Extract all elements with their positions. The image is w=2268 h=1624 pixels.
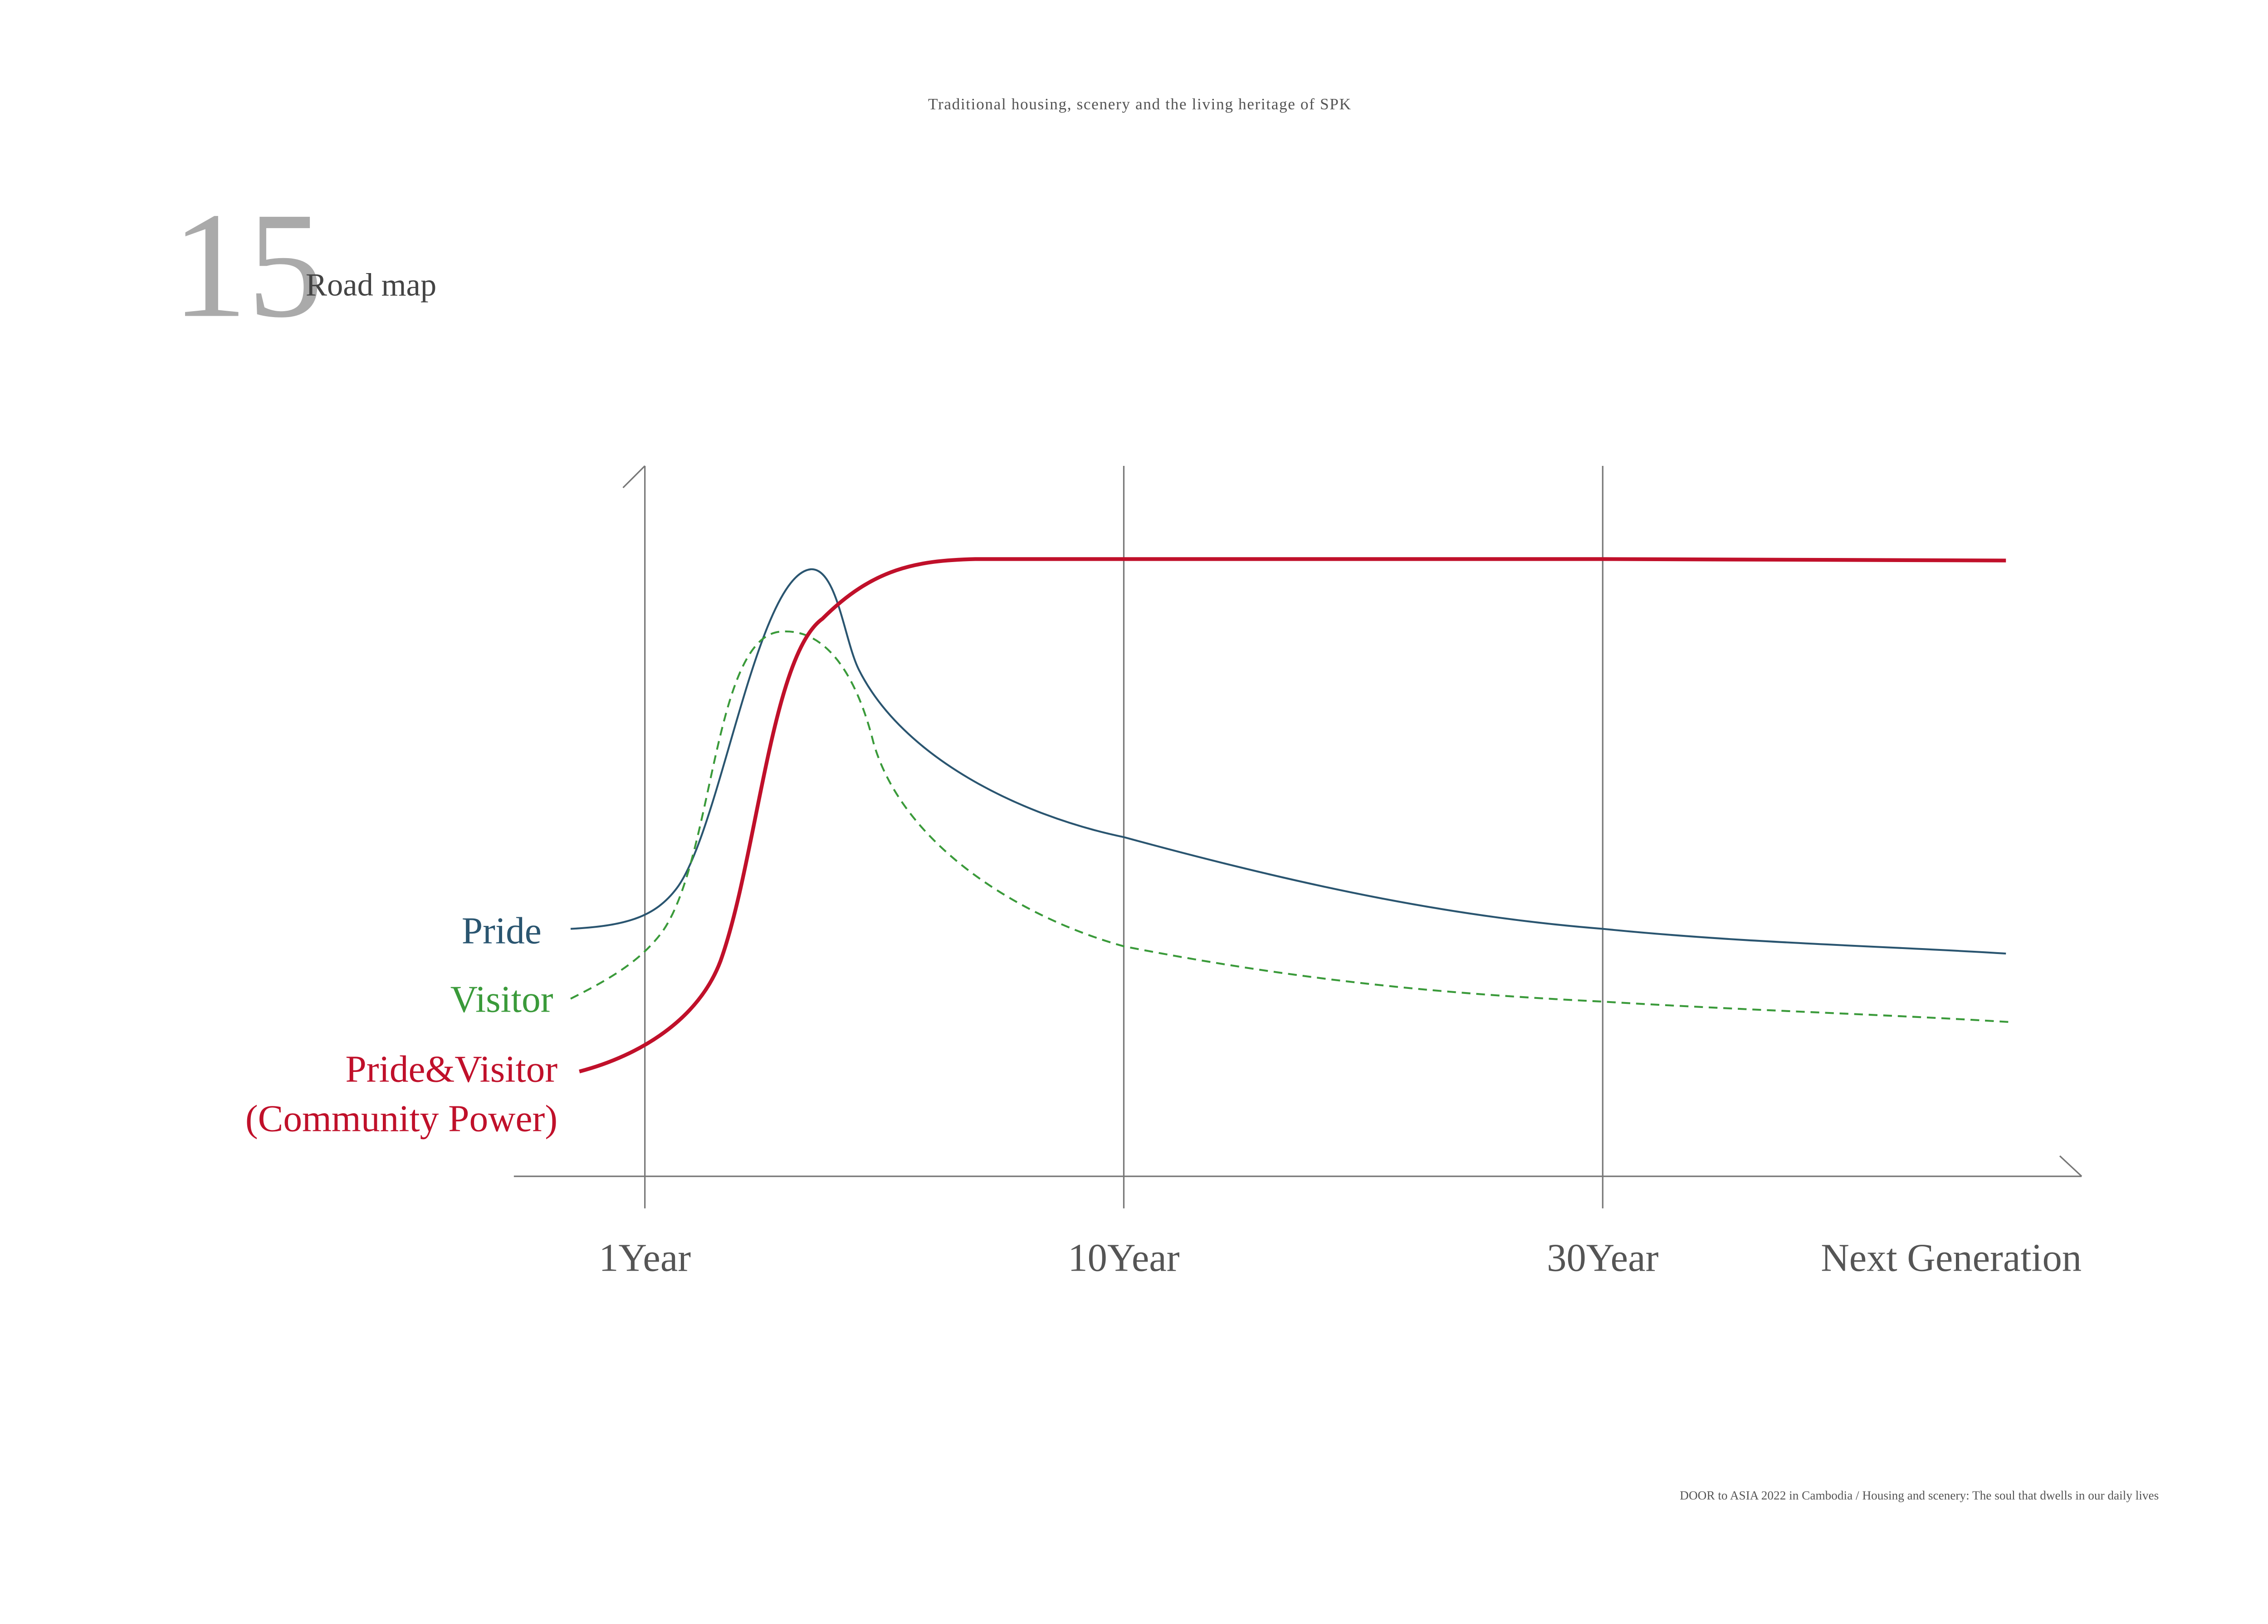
series-label: (Community Power)	[245, 1098, 557, 1140]
timeline-label: Next Generation	[1821, 1236, 2082, 1280]
community-power-curve	[579, 557, 2006, 1074]
section-number: 15	[172, 181, 323, 349]
footer: DOOR to ASIA 2022 in Cambodia / Housing …	[1680, 1489, 2159, 1502]
section-title: Road map	[306, 268, 436, 303]
series-label: Pride	[462, 910, 542, 952]
timeline-label: 1Year	[599, 1236, 691, 1280]
pride-curve	[570, 568, 2006, 955]
series-label: Pride&Visitor	[345, 1049, 557, 1091]
series-label: Visitor	[450, 978, 553, 1020]
axis-arrow	[2059, 1155, 2082, 1177]
axis-arrow	[622, 465, 645, 489]
visitor-curve	[570, 630, 2009, 1023]
header: Traditional housing, scenery and the liv…	[928, 95, 1352, 113]
timeline-label: 10Year	[1068, 1236, 1179, 1280]
timeline-label: 30Year	[1547, 1236, 1658, 1280]
